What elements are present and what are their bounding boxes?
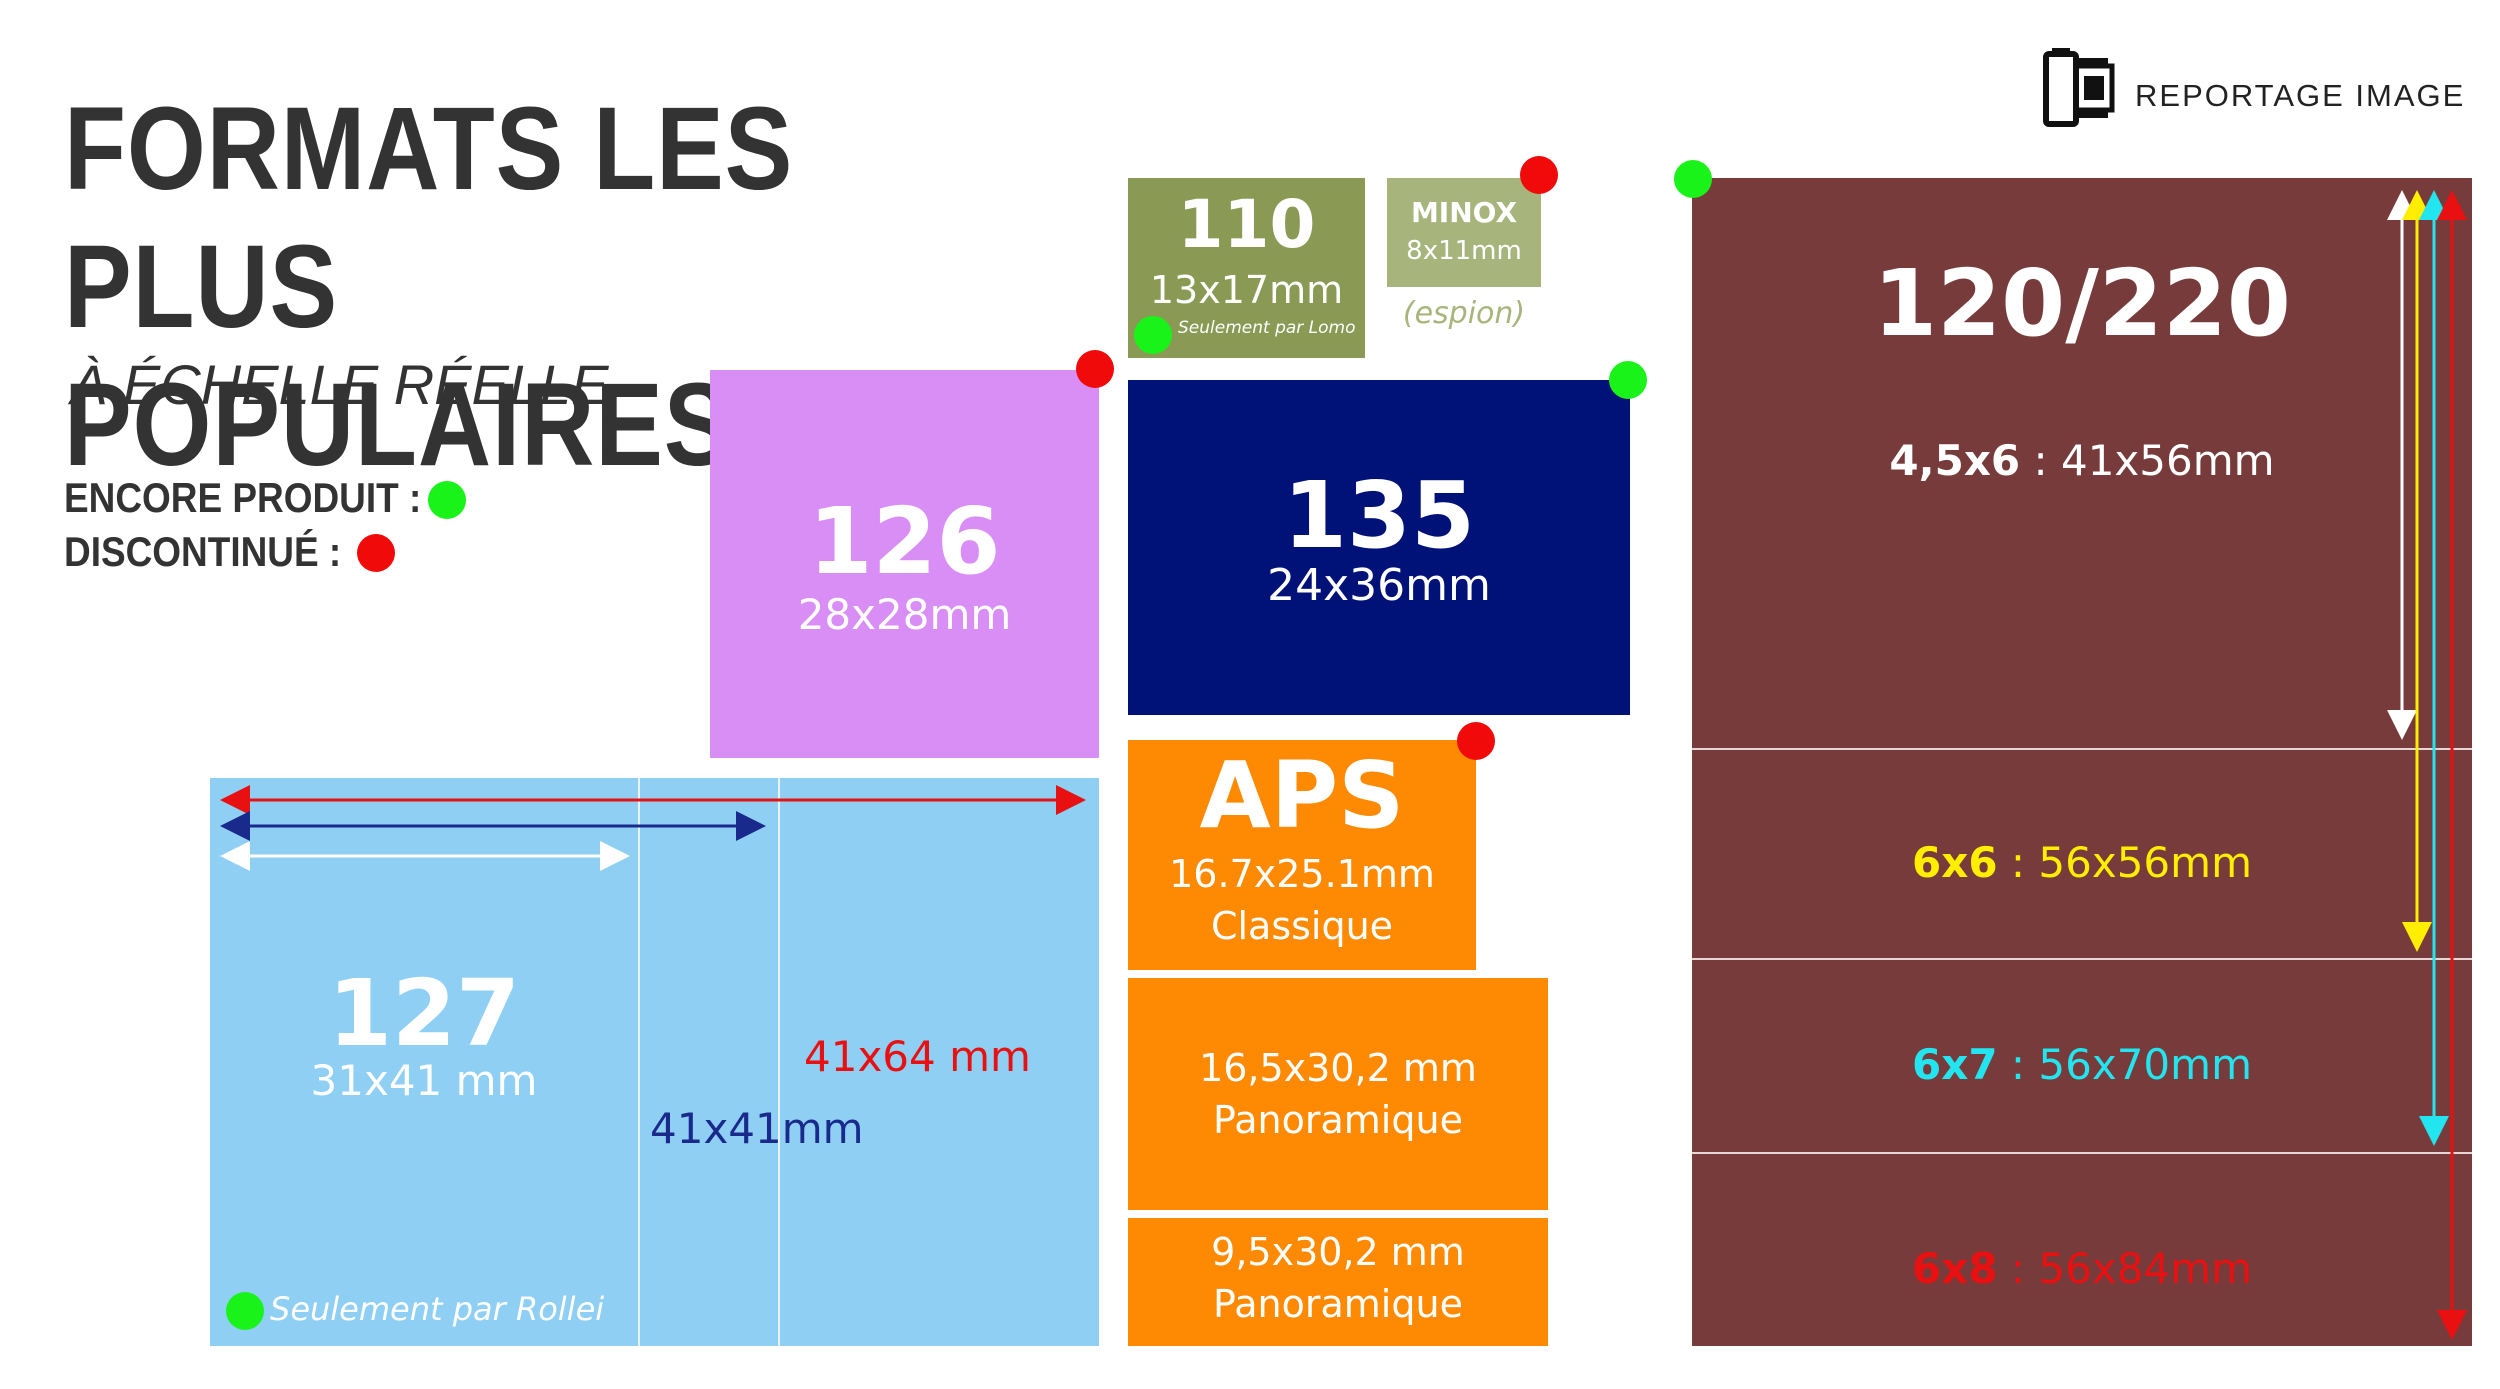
format-110-note: Seulement par Lomo: [1178, 318, 1356, 338]
logo-text: REPORTAGE IMAGE: [2135, 78, 2466, 113]
format-126-size: 28x28mm: [797, 590, 1012, 639]
format-127-size: 31x41 mm: [310, 1056, 538, 1105]
legend-discontinued-label: DISCONTINUÉ :: [64, 528, 342, 575]
format-120-size-6x7: 6x7 : 56x70mm: [1692, 1040, 2472, 1089]
page-title: FORMATS LES PLUS POPULAIRES: [64, 80, 976, 494]
size-6x8-name: 6x8: [1912, 1244, 1998, 1293]
status-dot-minox: [1520, 156, 1558, 194]
format-127-wide-size: 41x64 mm: [804, 1032, 1031, 1081]
format-126-name: 126: [808, 488, 1001, 595]
size-45x6-dims: : 41x56mm: [2020, 436, 2275, 485]
legend-produced-label: ENCORE PRODUIT :: [64, 474, 422, 521]
format-aps-pano1-size: 16,5x30,2 mm: [1199, 1046, 1477, 1090]
format-120-size-6x8: 6x8 : 56x84mm: [1692, 1244, 2472, 1293]
format-aps-classic-box: APS 16.7x25.1mm Classique: [1128, 740, 1476, 970]
format-aps-classic-label: Classique: [1210, 904, 1394, 948]
size-6x7-name: 6x7: [1912, 1040, 1998, 1089]
format-120-box: 120/220 4,5x6 : 41x56mm 6x6 : 56x56mm 6x…: [1692, 178, 2472, 1346]
page-subtitle: À ÉCHELLE RÉELLE: [70, 353, 609, 416]
format-126-box: 126 28x28mm: [710, 370, 1099, 758]
format-120-divider-6x6: [1692, 958, 2472, 960]
status-dot-aps: [1457, 722, 1495, 760]
format-120-name: 120/220: [1873, 250, 2291, 357]
format-135-box: 135 24x36mm: [1128, 380, 1630, 715]
size-6x7-dims: : 56x70mm: [1997, 1040, 2252, 1089]
title-line-1: FORMATS LES PLUS: [64, 83, 794, 353]
size-6x6-dims: : 56x56mm: [1997, 838, 2252, 887]
format-127-box: 127 31x41 mm 41x41mm 41x64 mm Seulement …: [210, 778, 1099, 1346]
legend-produced-dot: [428, 481, 466, 519]
legend-discontinued-dot: [357, 534, 395, 572]
format-110-size: 13x17mm: [1149, 268, 1344, 312]
format-aps-pano2-label: Panoramique: [1213, 1282, 1463, 1326]
format-127-square-size: 41x41mm: [650, 1104, 864, 1153]
format-120-divider-6x7: [1692, 1152, 2472, 1154]
status-dot-127: [226, 1292, 264, 1330]
format-135-name: 135: [1282, 462, 1476, 569]
size-6x8-dims: : 56x84mm: [1997, 1244, 2252, 1293]
film-canister-icon: [2040, 46, 2116, 130]
format-127-divider-31: [638, 778, 640, 1346]
status-dot-126: [1076, 350, 1114, 388]
format-110-name: 110: [1177, 186, 1316, 263]
format-127-name: 127: [327, 960, 521, 1067]
format-minox-name: MINOX: [1410, 196, 1518, 229]
status-dot-135: [1609, 361, 1647, 399]
format-aps-pano2-size: 9,5x30,2 mm: [1211, 1230, 1465, 1274]
format-120-size-45x6: 4,5x6 : 41x56mm: [1692, 436, 2472, 485]
format-120-size-6x6: 6x6 : 56x56mm: [1692, 838, 2472, 887]
format-aps-pano1-box: 16,5x30,2 mm Panoramique: [1128, 978, 1548, 1210]
status-dot-120: [1674, 160, 1712, 198]
format-135-size: 24x36mm: [1267, 560, 1491, 611]
format-aps-pano2-box: 9,5x30,2 mm Panoramique: [1128, 1218, 1548, 1346]
format-120-divider-45x6: [1692, 748, 2472, 750]
format-aps-pano1-label: Panoramique: [1213, 1098, 1463, 1142]
format-minox-note: (espion): [1402, 296, 1526, 331]
status-dot-110: [1134, 316, 1172, 354]
format-minox-size: 8x11mm: [1406, 236, 1522, 266]
size-45x6-name: 4,5x6: [1889, 436, 2021, 485]
size-6x6-name: 6x6: [1912, 838, 1998, 887]
format-aps-name: APS: [1199, 742, 1405, 849]
format-minox-box: MINOX 8x11mm: [1387, 178, 1541, 287]
format-aps-classic-size: 16.7x25.1mm: [1169, 852, 1435, 896]
format-127-divider-41: [778, 778, 780, 1346]
title-line-2: POPULAIRES: [64, 359, 733, 491]
format-127-note: Seulement par Rollei: [270, 1290, 605, 1328]
